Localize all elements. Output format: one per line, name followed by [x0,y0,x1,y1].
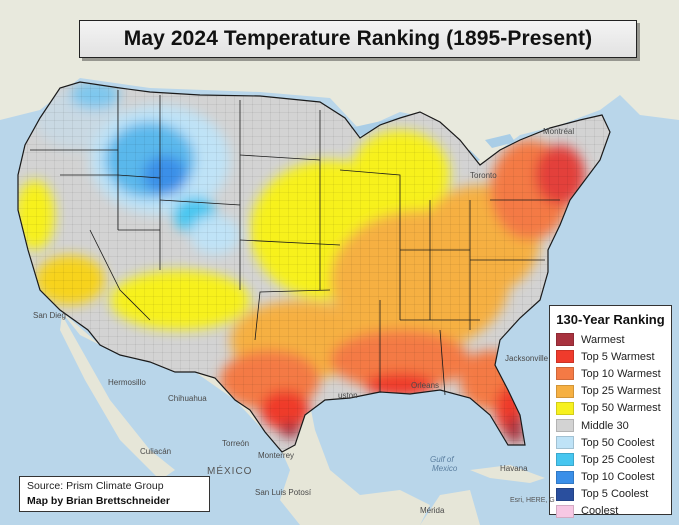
legend-item: Coolest [556,503,665,520]
legend-item: Top 50 Warmest [556,400,665,417]
place-hermosillo: Hermosillo [108,378,146,387]
credit-source: Source: Prism Climate Group [27,480,164,492]
mexico-land [60,310,430,525]
legend-label: Middle 30 [581,419,629,432]
legend-label: Top 10 Coolest [581,471,655,484]
legend-label: Top 25 Coolest [581,453,655,466]
legend-label: Top 5 Coolest [581,488,649,501]
map-title: May 2024 Temperature Ranking (1895-Prese… [123,27,593,50]
legend-label: Warmest [581,333,625,346]
legend-item: Top 5 Coolest [556,486,665,503]
legend-swatch [556,333,574,347]
legend-swatch [556,487,574,501]
legend-item: Top 5 Warmest [556,348,665,365]
legend-label: Top 5 Warmest [581,350,655,363]
legend-swatch [556,504,574,518]
legend-rows: Warmest Top 5 Warmest Top 10 Warmest Top 25… [556,331,665,520]
legend-swatch [556,470,574,484]
place-culiacan: Culiacán [140,447,172,456]
legend-item: Top 25 Warmest [556,383,665,400]
legend-item: Top 50 Coolest [556,434,665,451]
place-monterrey: Monterrey [258,451,295,460]
legend: 130-Year Ranking Warmest Top 5 Warmest Top… [549,305,672,518]
legend-title: 130-Year Ranking [556,312,665,327]
legend-label: Top 10 Warmest [581,367,661,380]
legend-item: Top 10 Warmest [556,365,665,382]
map-attribution: Esri, HERE, G [510,497,555,504]
legend-swatch [556,453,574,467]
legend-label: Top 50 Coolest [581,436,655,449]
legend-swatch [556,350,574,364]
credit-author: Map by Brian Brettschneider [27,495,170,507]
legend-item: Top 25 Coolest [556,451,665,468]
place-houston: uston [338,391,358,400]
baja-california [60,315,175,480]
yucatan-land [420,490,480,525]
place-merida: Mérida [420,506,445,515]
place-montreal: Montréal [543,127,575,136]
legend-swatch [556,384,574,398]
legend-item: Middle 30 [556,417,665,434]
place-toronto: Toronto [470,171,497,180]
legend-swatch [556,419,574,433]
legend-swatch [556,436,574,450]
place-jacksonville: Jacksonville [505,354,549,363]
place-mexico: MÉXICO [207,466,253,477]
map-title-box: May 2024 Temperature Ranking (1895-Prese… [79,20,637,58]
lake-ontario [485,134,515,148]
legend-item: Warmest [556,331,665,348]
place-havana: Havana [500,464,528,473]
legend-label: Top 50 Warmest [581,402,661,415]
credit-box: Source: Prism Climate Group Map by Brian… [19,476,210,512]
place-torreon: Torreón [222,439,250,448]
legend-item: Top 10 Coolest [556,469,665,486]
legend-label: Top 25 Warmest [581,385,661,398]
place-orleans: Orleans [411,381,440,390]
gulf-label: Gulf of [430,455,454,464]
place-san-diego: San Dieg [33,311,66,320]
legend-swatch [556,367,574,381]
place-san-luis-potosi: San Luis Potosí [255,488,312,497]
legend-label: Coolest [581,505,619,518]
state-boundaries [30,90,560,396]
legend-swatch [556,401,574,415]
cuba-land [470,465,545,483]
gulf-label-2: Mexico [432,464,458,473]
place-chihuahua: Chihuahua [168,394,207,403]
